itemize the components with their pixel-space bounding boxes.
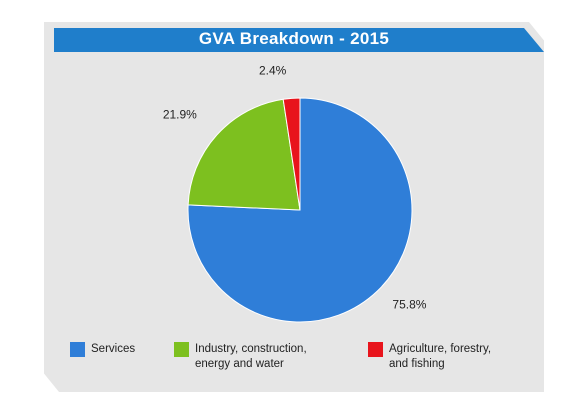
legend-label-industry: Industry, construction, energy and water <box>195 342 307 372</box>
legend-swatch-industry <box>174 342 189 357</box>
chart-legend: Services Industry, construction, energy … <box>70 342 540 382</box>
title-bar <box>54 28 544 52</box>
pie-slice-industry <box>187 98 301 211</box>
legend-label-line: and fishing <box>389 358 445 370</box>
pie-slice-agriculture <box>282 97 301 211</box>
legend-label-line: Agriculture, forestry, <box>389 343 492 355</box>
legend-item-agriculture: Agriculture, forestry, and fishing <box>368 342 491 372</box>
data-label-services: 75.8% <box>392 298 426 312</box>
legend-swatch-agriculture <box>368 342 383 357</box>
legend-label-services: Services <box>91 342 135 357</box>
legend-swatch-services <box>70 342 85 357</box>
data-label-agriculture: 2.4% <box>259 63 287 77</box>
pie-chart: 75.8% 21.9% 2.4% <box>163 63 427 323</box>
legend-label-line: energy and water <box>195 358 284 370</box>
legend-item-services: Services <box>70 342 135 357</box>
legend-label-agriculture: Agriculture, forestry, and fishing <box>389 342 491 372</box>
legend-item-industry: Industry, construction, energy and water <box>174 342 307 372</box>
legend-label-line: Services <box>91 343 136 355</box>
chart-card: GVA Breakdown - 2015 75.8% 21.9% 2.4% Serv… <box>44 22 544 392</box>
data-label-industry: 21.9% <box>163 107 197 121</box>
legend-label-line: Industry, construction, <box>195 343 307 355</box>
chart-title: GVA Breakdown - 2015 <box>198 29 390 48</box>
